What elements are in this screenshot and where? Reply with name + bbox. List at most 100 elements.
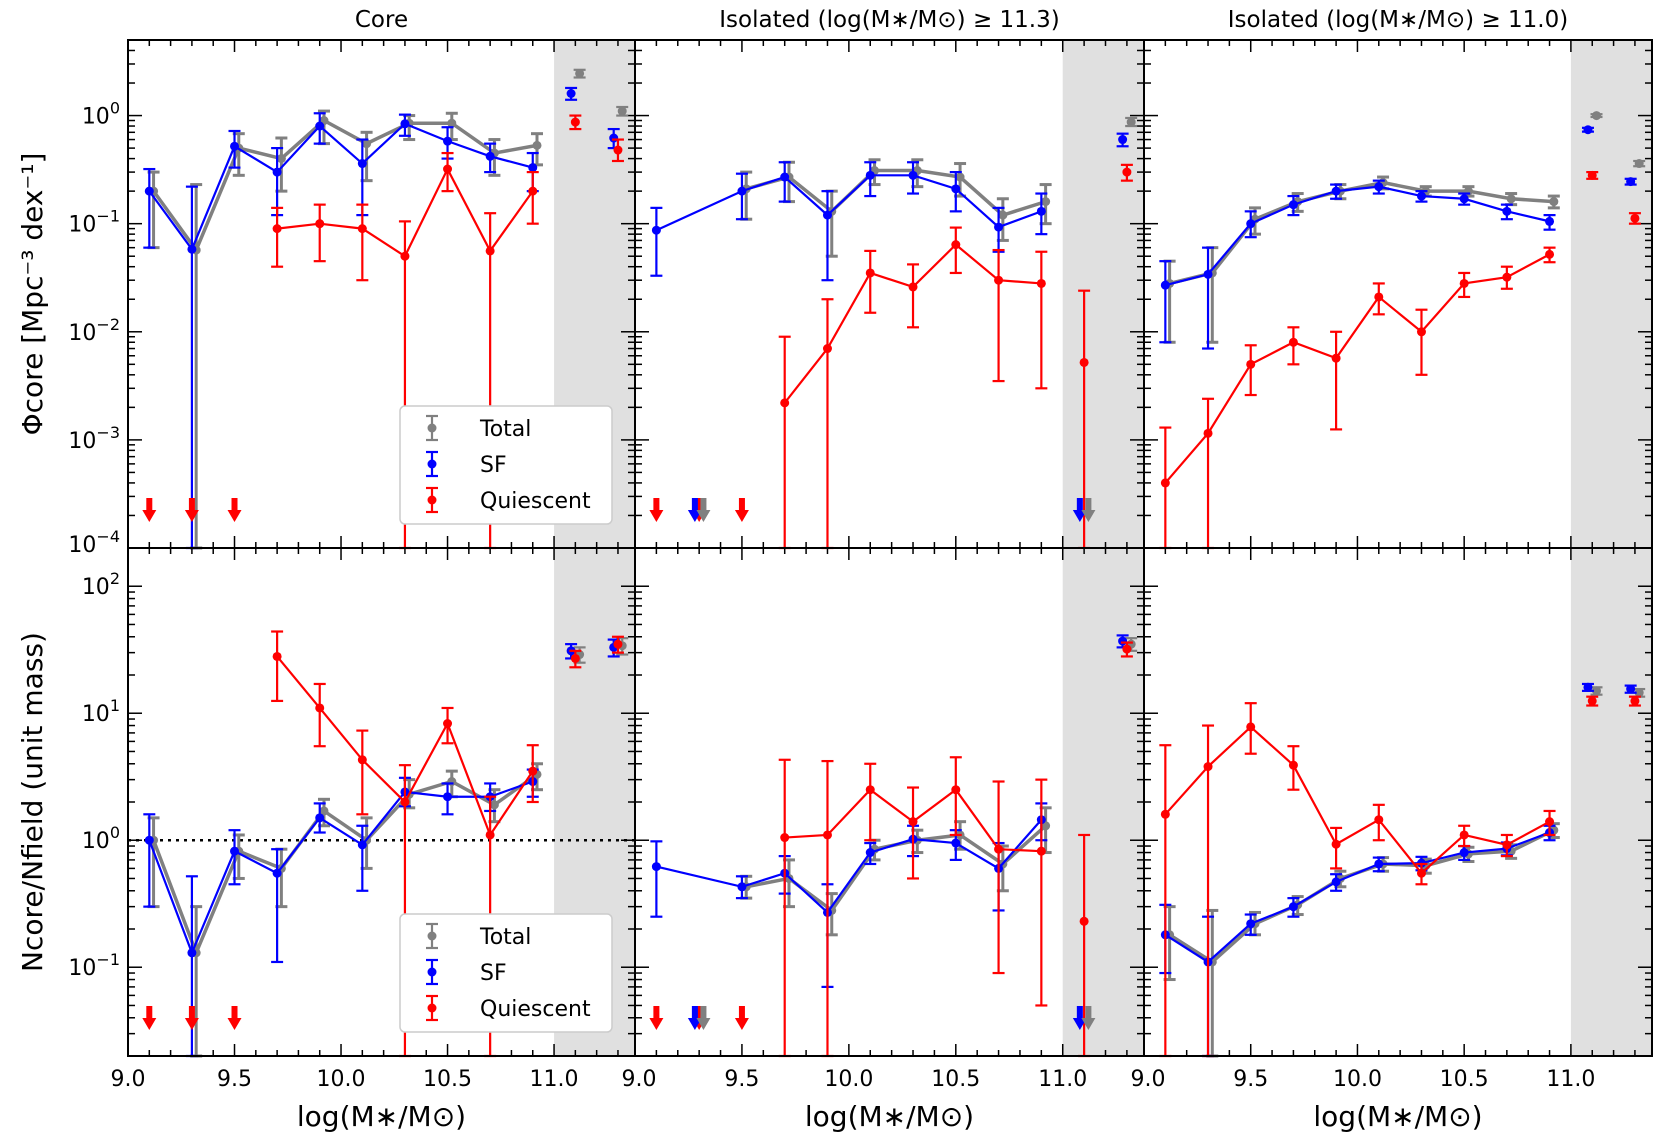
upper-limit-arrow (735, 498, 749, 522)
series-sf (656, 175, 1041, 230)
data-point (1289, 902, 1298, 911)
arrow-shaft (653, 498, 659, 512)
data-point (567, 89, 576, 98)
data-point (315, 219, 324, 228)
data-point (1502, 840, 1511, 849)
x-tick-label: 11.0 (1038, 1067, 1087, 1092)
panel-title: Isolated (log(M∗/M⊙) ≥ 11.3) (719, 7, 1059, 33)
x-tick-label: 10.5 (423, 1067, 472, 1092)
arrow-shaft (1077, 498, 1083, 512)
legend-label: Total (479, 417, 531, 442)
arrow-head (228, 510, 242, 522)
arrow-shaft (653, 1006, 659, 1020)
x-tick-label: 11.0 (530, 1067, 579, 1092)
point-quiescent (442, 708, 454, 743)
arrow-shaft (700, 1006, 706, 1020)
arrow-shaft (189, 1006, 195, 1020)
legend-marker (428, 496, 437, 505)
data-point (1289, 761, 1298, 770)
aggregate-point (574, 69, 586, 78)
y-tick-label: 10−1 (68, 207, 120, 238)
point-quiescent (1415, 310, 1427, 375)
x-tick-label: 10.5 (931, 1067, 980, 1092)
arrow-shaft (692, 498, 698, 512)
data-point (1417, 869, 1426, 878)
data-point (1037, 279, 1046, 288)
point-sf (1501, 205, 1513, 220)
panel-title: Core (355, 7, 408, 33)
point-quiescent (271, 632, 283, 701)
arrow-head (142, 1018, 156, 1030)
arrow-shaft (146, 498, 152, 512)
data-point (1041, 197, 1050, 206)
arrow-shaft (232, 498, 238, 512)
data-point (1630, 696, 1639, 705)
x-tick-label: 9.0 (1131, 1067, 1166, 1092)
data-point (1161, 478, 1170, 487)
legend-marker (428, 932, 437, 941)
point-quiescent (314, 684, 326, 746)
data-point (909, 171, 918, 180)
series-sf (1165, 187, 1549, 285)
arrow-shaft (739, 1006, 745, 1020)
panel-2: Isolated (log(M∗/M⊙) ≥ 11.3) (635, 7, 1144, 548)
data-point (866, 171, 875, 180)
arrow-shaft (146, 1006, 152, 1020)
data-point (1460, 194, 1469, 203)
data-point (1374, 182, 1383, 191)
data-point (1246, 219, 1255, 228)
data-point (1502, 207, 1511, 216)
data-point (187, 948, 196, 957)
arrow-head (735, 510, 749, 522)
data-point (1127, 118, 1136, 127)
aggregate-point (1586, 171, 1598, 180)
data-point (1332, 187, 1341, 196)
upper-limit-arrow (735, 1006, 749, 1030)
y-tick-label: 10−4 (68, 527, 120, 558)
data-point (994, 845, 1003, 854)
data-point (1417, 192, 1426, 201)
panel-6: 9.0 9.5 10.0 10.5 11.0 log(M∗/M⊙) (1131, 548, 1653, 1133)
data-point (533, 141, 542, 150)
data-point (273, 652, 282, 661)
arrow-shaft (189, 498, 195, 512)
x-tick-label: 9.0 (111, 1067, 146, 1092)
point-quiescent (1159, 428, 1171, 548)
y-tick-label: 10−1 (68, 950, 120, 981)
arrow-shaft (700, 498, 706, 512)
data-point (1583, 125, 1592, 134)
series-total (1170, 183, 1554, 284)
data-point (1460, 848, 1469, 857)
point-quiescent (1287, 327, 1299, 364)
data-point (1246, 722, 1255, 731)
data-point (1588, 171, 1597, 180)
data-point (1332, 877, 1341, 886)
arrow-shaft (1077, 1006, 1083, 1020)
data-point (618, 107, 627, 116)
legend-label: Quiescent (480, 489, 591, 514)
data-point (571, 118, 580, 127)
legend-marker (428, 1004, 437, 1013)
upper-limit-arrow (142, 1006, 156, 1030)
data-point (1460, 830, 1469, 839)
series-line (656, 820, 1041, 913)
point-quiescent (821, 299, 833, 548)
arrow-head (649, 1018, 663, 1030)
data-point (443, 792, 452, 801)
x-axis-label: log(M∗/M⊙) (1313, 1100, 1482, 1133)
y-axis-label-top: Φcore [Mpc⁻³ dex⁻¹] (16, 153, 49, 436)
data-point (613, 640, 622, 649)
data-point (358, 159, 367, 168)
legend-label: Total (479, 925, 531, 950)
data-point (1374, 859, 1383, 868)
data-point (277, 154, 286, 163)
point-quiescent (779, 337, 791, 548)
x-axis-label: log(M∗/M⊙) (805, 1100, 974, 1133)
arrow-shaft (692, 1006, 698, 1020)
point-sf (650, 208, 662, 276)
upper-limit-arrow (228, 498, 242, 522)
point-sf (1544, 215, 1556, 230)
data-point (443, 719, 452, 728)
y-axis-label-bottom: Ncore/Nfield (unit mass) (16, 632, 49, 972)
shaded-region (1571, 548, 1652, 1056)
